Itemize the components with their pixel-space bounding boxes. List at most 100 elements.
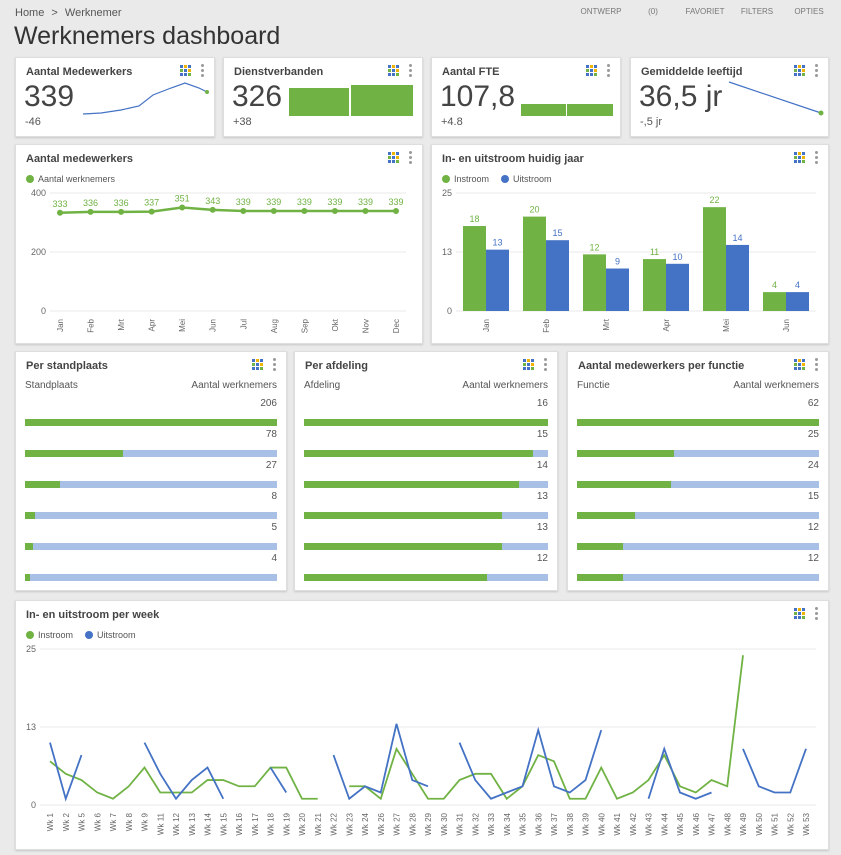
more-vert-icon[interactable] bbox=[813, 64, 820, 77]
grid-chart-icon[interactable] bbox=[794, 359, 805, 370]
column-header: Aantal werknemers bbox=[191, 380, 277, 391]
row-bar bbox=[25, 512, 277, 519]
grid-chart-icon[interactable] bbox=[794, 152, 805, 163]
row-bar-fill bbox=[304, 574, 487, 581]
table-row[interactable]: 15 bbox=[304, 429, 548, 457]
standplaats-card: Per standplaats Standplaats Aantal werkne… bbox=[15, 351, 287, 591]
more-vert-icon[interactable] bbox=[542, 358, 549, 371]
breadcrumb-home[interactable]: Home bbox=[15, 7, 45, 19]
x-tick-label: Dec bbox=[392, 319, 401, 333]
grid-chart-icon[interactable] bbox=[523, 359, 534, 370]
data-label: 343 bbox=[205, 196, 220, 206]
legend-item: Uitstroom bbox=[97, 630, 136, 640]
table-row[interactable]: 12 bbox=[304, 553, 548, 581]
row-value: 12 bbox=[807, 522, 819, 533]
data-label: 20 bbox=[529, 205, 539, 215]
column-header: Afdeling bbox=[304, 380, 341, 391]
x-tick-label: Wk 11 bbox=[156, 812, 165, 835]
data-label: 15 bbox=[552, 228, 562, 238]
row-bar bbox=[304, 450, 548, 457]
x-tick-label: Wk 26 bbox=[377, 812, 386, 835]
table-row[interactable]: 12 bbox=[577, 553, 819, 581]
table-row[interactable]: 13 bbox=[304, 491, 548, 519]
row-bar-fill bbox=[304, 512, 502, 519]
functie-card: Aantal medewerkers per functie Functie Aa… bbox=[567, 351, 829, 591]
bar-uitstroom bbox=[546, 240, 569, 311]
grid-chart-icon[interactable] bbox=[794, 65, 805, 76]
row-bar-fill bbox=[25, 450, 124, 457]
data-point bbox=[393, 207, 399, 214]
table-row[interactable]: 8 bbox=[25, 491, 277, 519]
y-tick-label: 0 bbox=[31, 800, 36, 810]
x-tick-label: Jun bbox=[782, 319, 791, 332]
opties-button[interactable]: OPTIES bbox=[794, 7, 824, 16]
grid-chart-icon[interactable] bbox=[388, 152, 399, 163]
table-row[interactable]: 16 bbox=[304, 398, 548, 426]
bar-instroom bbox=[523, 216, 546, 311]
table-row[interactable]: 24 bbox=[577, 460, 819, 488]
more-vert-icon[interactable] bbox=[813, 151, 820, 164]
x-tick-label: Mei bbox=[722, 319, 731, 332]
more-vert-icon[interactable] bbox=[271, 358, 278, 371]
series-line-uitstroom bbox=[742, 748, 807, 794]
card-title: Aantal medewerkers per functie bbox=[578, 360, 745, 372]
table-row[interactable]: 5 bbox=[25, 522, 277, 550]
more-vert-icon[interactable] bbox=[407, 64, 414, 77]
kpi-delta: +38 bbox=[233, 116, 252, 128]
table-row[interactable]: 25 bbox=[577, 429, 819, 457]
y-tick-label: 0 bbox=[41, 306, 46, 316]
data-label: 339 bbox=[266, 197, 281, 207]
more-vert-icon[interactable] bbox=[605, 64, 612, 77]
grid-chart-icon[interactable] bbox=[794, 608, 805, 619]
kpi-title: Dienstverbanden bbox=[234, 66, 324, 78]
grid-chart-icon[interactable] bbox=[388, 65, 399, 76]
grid-chart-icon[interactable] bbox=[252, 359, 263, 370]
row-bar-fill bbox=[304, 450, 534, 457]
table-row[interactable]: 78 bbox=[25, 429, 277, 457]
grid-chart-icon[interactable] bbox=[586, 65, 597, 76]
kpi-delta: -46 bbox=[25, 116, 41, 128]
employees-chart-card: Aantal medewerkers Aantal werknemers 0 20… bbox=[15, 144, 423, 344]
data-label: 339 bbox=[297, 197, 312, 207]
row-bar bbox=[304, 481, 548, 488]
more-vert-icon[interactable] bbox=[407, 151, 414, 164]
x-tick-label: Wk 23 bbox=[345, 812, 354, 835]
trendline-end-dot bbox=[818, 110, 824, 116]
table-row[interactable]: 4 bbox=[25, 553, 277, 581]
more-vert-icon[interactable] bbox=[813, 358, 820, 371]
row-value: 15 bbox=[536, 429, 548, 440]
count-button[interactable]: (0) bbox=[648, 7, 658, 16]
x-tick-label: Wk 37 bbox=[550, 812, 559, 835]
x-tick-label: Wk 53 bbox=[802, 812, 811, 835]
x-tick-label: Wk 17 bbox=[251, 812, 260, 835]
filters-button[interactable]: FILTERS bbox=[740, 7, 774, 16]
table-row[interactable]: 14 bbox=[304, 460, 548, 488]
table-row[interactable]: 206 bbox=[25, 398, 277, 426]
table-row[interactable]: 27 bbox=[25, 460, 277, 488]
row-bar-fill bbox=[304, 481, 519, 488]
x-tick-label: Wk 47 bbox=[708, 812, 717, 835]
row-bar-fill bbox=[25, 481, 61, 488]
x-tick-label: Wk 30 bbox=[440, 812, 449, 835]
card-title: In- en uitstroom per week bbox=[26, 609, 160, 621]
x-tick-label: Jul bbox=[239, 319, 248, 329]
table-row[interactable]: 12 bbox=[577, 522, 819, 550]
kpi-bar-previous bbox=[521, 104, 566, 116]
table-row[interactable]: 62 bbox=[577, 398, 819, 426]
row-value: 13 bbox=[536, 491, 548, 502]
series-line-uitstroom bbox=[49, 742, 83, 802]
legend-item: Uitstroom bbox=[513, 174, 552, 184]
legend-item: Aantal werknemers bbox=[38, 174, 116, 184]
x-tick-label: Wk 14 bbox=[204, 812, 213, 835]
row-bar bbox=[304, 512, 548, 519]
table-row[interactable]: 15 bbox=[577, 491, 819, 519]
table-row[interactable]: 13 bbox=[304, 522, 548, 550]
favoriet-button[interactable]: FAVORIET bbox=[685, 7, 725, 16]
more-vert-icon[interactable] bbox=[813, 607, 820, 620]
grid-chart-icon[interactable] bbox=[180, 65, 191, 76]
breadcrumb-current: Werknemer bbox=[64, 7, 122, 19]
more-vert-icon[interactable] bbox=[199, 64, 206, 77]
card-title: Per standplaats bbox=[26, 360, 108, 372]
ontwerp-button[interactable]: ONTWERP bbox=[580, 7, 622, 16]
x-tick-label: Wk 27 bbox=[393, 812, 402, 835]
